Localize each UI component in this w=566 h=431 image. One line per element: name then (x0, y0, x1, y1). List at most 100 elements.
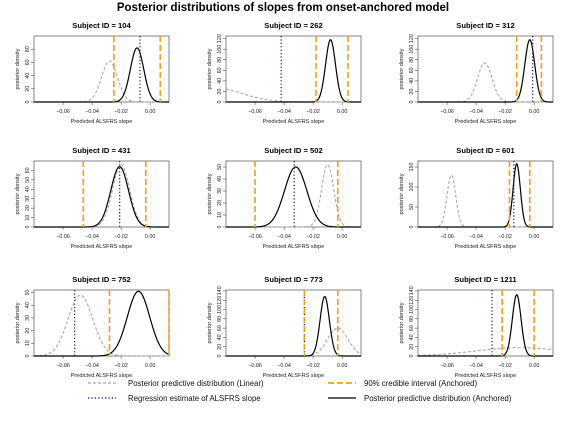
legend-anchored-label: Posterior predictive distribution (Ancho… (364, 394, 512, 403)
panel-frame (417, 289, 554, 357)
panel-4: Subject ID = 431 −0.06 −0.04 −0.02 0.00 0 10 20… (15, 146, 170, 250)
y-tick-label: 30 (217, 188, 223, 194)
y-tick-label: 40 (25, 73, 31, 79)
y-tick-label: 50 (217, 164, 223, 170)
x-tick-label: −0.06 (56, 234, 70, 240)
linear-density-curve (33, 294, 169, 357)
panel-title: Subject ID = 312 (456, 21, 514, 30)
x-axis-label: Predicted ALSFRS slope (71, 244, 133, 250)
y-tick-label: 0 (217, 355, 223, 358)
x-tick-label: 0.00 (145, 234, 156, 240)
linear-density-curve (226, 327, 362, 357)
y-tick-label: 20 (25, 86, 31, 92)
panel-title: Subject ID = 601 (456, 146, 515, 155)
figure-title: Posterior distributions of slopes from o… (117, 2, 449, 14)
y-axis-label: posterior density (207, 48, 213, 89)
y-tick-label: 20 (409, 88, 415, 94)
x-tick-label: −0.02 (114, 363, 128, 369)
y-tick-label: 50 (25, 177, 31, 183)
y-tick-label: 100 (217, 45, 223, 54)
y-tick-label: 140 (409, 286, 415, 295)
y-axis-label: posterior density (399, 173, 405, 214)
linear-density-curve (34, 164, 169, 228)
x-tick-label: −0.04 (277, 363, 291, 369)
panel-frame (225, 289, 362, 357)
x-tick-label: −0.02 (306, 109, 320, 115)
y-tick-label: 40 (25, 302, 31, 308)
y-tick-label: 10 (25, 340, 31, 346)
x-tick-label: 0.00 (529, 234, 540, 240)
panel-6: Subject ID = 601 −0.06 −0.04 −0.02 0.00 0 50 10… (399, 146, 554, 250)
x-tick-label: −0.04 (277, 234, 291, 240)
x-tick-label: −0.06 (56, 363, 70, 369)
legend-regression-label: Regression estimate of ALSFRS slope (128, 394, 261, 403)
x-tick-label: 0.00 (337, 234, 348, 240)
y-tick-label: 60 (217, 325, 223, 331)
y-tick-label: 30 (25, 315, 31, 321)
panel-7: Subject ID = 752 −0.06 −0.04 −0.02 0.00 0 10 20… (15, 275, 170, 379)
y-tick-label: 0 (409, 101, 415, 104)
x-axis-label: Predicted ALSFRS slope (455, 119, 517, 125)
y-tick-label: 80 (217, 57, 223, 63)
panel-title: Subject ID = 773 (264, 275, 322, 284)
x-tick-label: −0.04 (469, 363, 483, 369)
y-tick-label: 20 (217, 88, 223, 94)
linear-density-curve (226, 164, 361, 228)
legend-linear-label: Posterior predictive distribution (Linea… (128, 379, 264, 388)
y-tick-label: 0 (25, 355, 31, 358)
y-tick-label: 100 (409, 183, 415, 192)
y-tick-label: 40 (217, 334, 223, 340)
panel-5: Subject ID = 502 −0.06 −0.04 −0.02 0.00 0 10 20… (207, 146, 362, 250)
x-tick-label: −0.04 (469, 109, 483, 115)
y-tick-label: 10 (25, 215, 31, 221)
x-tick-label: −0.02 (498, 109, 512, 115)
y-tick-label: 10 (217, 212, 223, 218)
y-axis-label: posterior density (15, 302, 21, 343)
panel-frame (33, 289, 170, 357)
y-tick-label: 40 (217, 78, 223, 84)
panel-grid: Subject ID = 104 −0.06 −0.04 −0.02 0.00 0 20 40… (15, 21, 554, 379)
y-tick-label: 40 (409, 334, 415, 340)
panel-frame (225, 160, 362, 228)
x-tick-label: −0.02 (306, 363, 320, 369)
y-axis-label: posterior density (15, 173, 21, 214)
x-axis-label: Predicted ALSFRS slope (263, 119, 325, 125)
anchored-density-curve (418, 38, 553, 103)
y-tick-label: 60 (25, 167, 31, 173)
y-tick-label: 20 (25, 328, 31, 334)
y-tick-label: 80 (25, 46, 31, 52)
x-axis-label: Predicted ALSFRS slope (263, 244, 325, 250)
x-tick-label: −0.06 (440, 363, 454, 369)
x-tick-label: −0.02 (498, 234, 512, 240)
x-tick-label: 0.00 (337, 363, 348, 369)
y-tick-label: 80 (409, 57, 415, 63)
y-tick-label: 140 (217, 286, 223, 295)
panel-8: Subject ID = 773 −0.06 −0.04 −0.02 0.00 0 20 40… (207, 275, 362, 379)
x-axis-label: Predicted ALSFRS slope (263, 373, 325, 379)
x-tick-label: −0.04 (85, 363, 99, 369)
x-axis-label: Predicted ALSFRS slope (71, 373, 133, 379)
legend: Posterior predictive distribution (Linea… (88, 379, 512, 403)
anchored-density-curve (418, 293, 553, 357)
y-axis-label: posterior density (207, 173, 213, 214)
x-tick-label: −0.04 (85, 109, 99, 115)
x-axis-label: Predicted ALSFRS slope (455, 244, 517, 250)
anchored-density-curve (226, 39, 361, 103)
x-tick-label: 0.00 (529, 363, 540, 369)
y-tick-label: 50 (25, 290, 31, 296)
y-tick-label: 40 (409, 78, 415, 84)
x-tick-label: 0.00 (145, 109, 156, 115)
y-tick-label: 80 (217, 316, 223, 322)
y-tick-label: 60 (25, 59, 31, 65)
x-tick-label: −0.02 (306, 234, 320, 240)
linear-density-curve (418, 174, 553, 228)
legend-ci-label: 90% credible interval (Anchored) (364, 379, 478, 388)
x-tick-label: −0.02 (498, 363, 512, 369)
y-tick-label: 20 (25, 205, 31, 211)
linear-density-curve (417, 347, 554, 356)
panel-title: Subject ID = 1211 (454, 275, 517, 284)
panel-title: Subject ID = 752 (72, 275, 130, 284)
panel-frame (417, 35, 554, 103)
panel-frame (417, 160, 554, 228)
y-tick-label: 100 (217, 305, 223, 314)
